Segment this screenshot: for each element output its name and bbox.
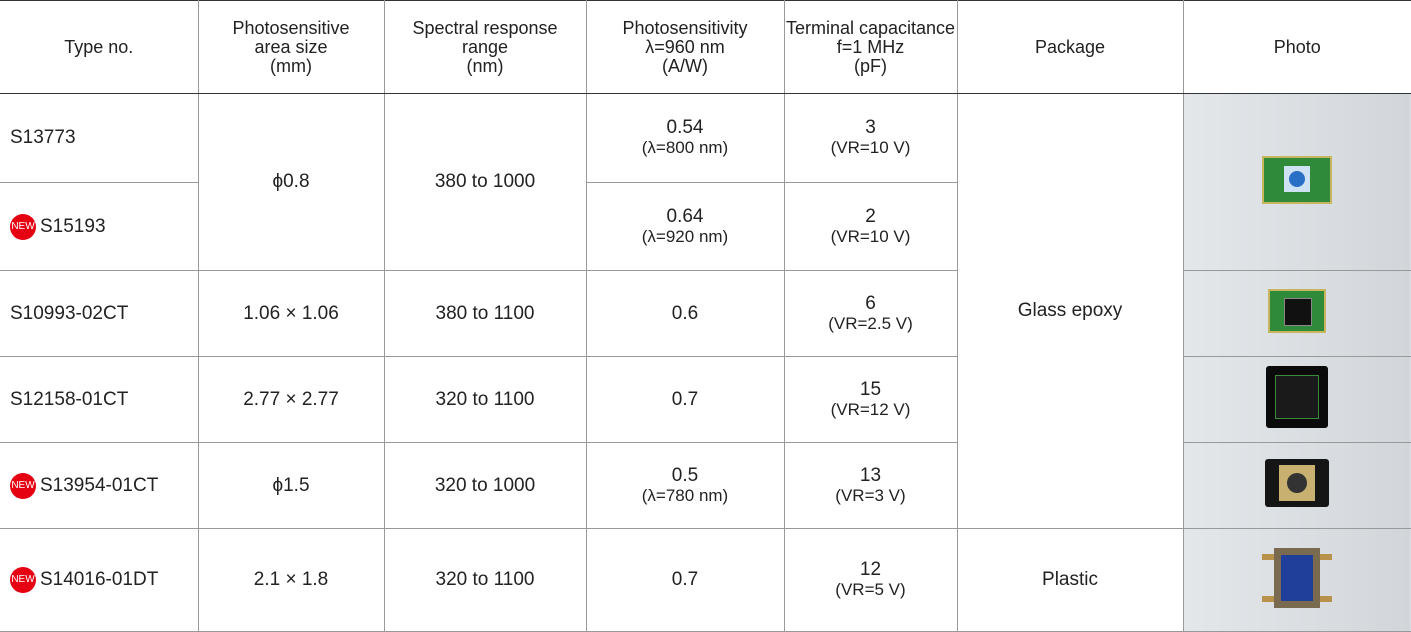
- cell-line: (VR=2.5 V): [785, 314, 957, 334]
- cell-line: (VR=3 V): [785, 486, 957, 506]
- cell-line: range: [385, 38, 586, 57]
- cell-line: (pF): [785, 57, 957, 76]
- row: S10993-02CT 1.06 × 1.06 380 to 1100 0.6 …: [0, 271, 1411, 357]
- range-cell: 380 to 1000: [384, 94, 586, 271]
- cell-line: 13: [785, 466, 957, 486]
- sensitivity-cell: 0.5(λ=780 nm): [586, 443, 784, 529]
- cell-line: (λ=780 nm): [587, 486, 784, 506]
- cell-line: (VR=12 V): [785, 400, 957, 420]
- photo: [1262, 156, 1332, 204]
- row: S13773 ϕ0.8 380 to 1000 0.54(λ=800 nm) 3…: [0, 94, 1411, 183]
- type-cell: S13773: [0, 94, 198, 183]
- sensitivity-cell: 0.64(λ=920 nm): [586, 183, 784, 271]
- header-cell: Photo: [1183, 1, 1411, 94]
- area-cell: 2.1 × 1.8: [198, 529, 384, 632]
- cell-line: (mm): [199, 57, 384, 76]
- capacitance-cell: 6(VR=2.5 V): [784, 271, 957, 357]
- cell-line: Spectral response: [385, 19, 586, 38]
- cell-line: λ=960 nm: [587, 38, 784, 57]
- new-badge: NEW: [10, 214, 36, 240]
- header-cell: Type no.: [0, 1, 198, 94]
- header-cell: Package: [957, 1, 1183, 94]
- cell-line: 3: [785, 118, 957, 138]
- cell-line: Photo: [1184, 38, 1411, 57]
- photo: [1265, 459, 1329, 507]
- cell-line: 15: [785, 380, 957, 400]
- cell-line: (A/W): [587, 57, 784, 76]
- cell-line: 6: [785, 294, 957, 314]
- row: S12158-01CT 2.77 × 2.77 320 to 1100 0.7 …: [0, 357, 1411, 443]
- cell-line: area size: [199, 38, 384, 57]
- package-cell: Plastic: [957, 529, 1183, 632]
- sensitivity-cell: 0.6: [586, 271, 784, 357]
- sensitivity-cell: 0.7: [586, 529, 784, 632]
- capacitance-cell: 2(VR=10 V): [784, 183, 957, 271]
- photo-cell: [1183, 443, 1411, 529]
- area-cell: ϕ1.5: [198, 443, 384, 529]
- capacitance-cell: 13(VR=3 V): [784, 443, 957, 529]
- capacitance-cell: 15(VR=12 V): [784, 357, 957, 443]
- type-name: S13954-01CT: [40, 475, 158, 496]
- capacitance-cell: 3(VR=10 V): [784, 94, 957, 183]
- sensitivity-cell: 0.54(λ=800 nm): [586, 94, 784, 183]
- cell-line: 0.7: [587, 570, 784, 590]
- cell-line: 0.5: [587, 466, 784, 486]
- cell-line: f=1 MHz: [785, 38, 957, 57]
- photo-cell: [1183, 271, 1411, 357]
- type-cell: S10993-02CT: [0, 271, 198, 357]
- type-cell: S12158-01CT: [0, 357, 198, 443]
- area-cell: 2.77 × 2.77: [198, 357, 384, 443]
- area-cell: ϕ0.8: [198, 94, 384, 271]
- package-cell: Glass epoxy: [957, 94, 1183, 529]
- new-badge: NEW: [10, 567, 36, 593]
- cell-line: Photosensitivity: [587, 19, 784, 38]
- capacitance-cell: 12(VR=5 V): [784, 529, 957, 632]
- range-cell: 320 to 1100: [384, 529, 586, 632]
- cell-line: (VR=10 V): [785, 227, 957, 247]
- cell-line: 2: [785, 207, 957, 227]
- cell-line: 0.54: [587, 118, 784, 138]
- cell-line: 12: [785, 560, 957, 580]
- cell-line: (λ=800 nm): [587, 138, 784, 158]
- type-name: S14016-01DT: [40, 569, 158, 590]
- cell-line: 0.64: [587, 207, 784, 227]
- sensitivity-cell: 0.7: [586, 357, 784, 443]
- cell-line: 0.6: [587, 304, 784, 324]
- cell-line: (VR=10 V): [785, 138, 957, 158]
- photo-cell: [1183, 357, 1411, 443]
- new-badge: NEW: [10, 473, 36, 499]
- photo: [1268, 289, 1326, 333]
- area-cell: 1.06 × 1.06: [198, 271, 384, 357]
- cell-line: (VR=5 V): [785, 580, 957, 600]
- range-cell: 380 to 1100: [384, 271, 586, 357]
- photo-cell: [1183, 529, 1411, 632]
- cell-line: Type no.: [0, 38, 198, 57]
- cell-line: Package: [958, 38, 1183, 57]
- cell-line: (λ=920 nm): [587, 227, 784, 247]
- photo-cell: [1183, 94, 1411, 271]
- range-cell: 320 to 1100: [384, 357, 586, 443]
- cell-line: Terminal capacitance: [785, 19, 957, 38]
- cell-line: 0.7: [587, 390, 784, 410]
- cell-line: (nm): [385, 57, 586, 76]
- cell-line: Photosensitive: [199, 19, 384, 38]
- range-cell: 320 to 1000: [384, 443, 586, 529]
- photo: [1262, 546, 1332, 610]
- type-name: S15193: [40, 216, 106, 237]
- photo: [1266, 366, 1328, 428]
